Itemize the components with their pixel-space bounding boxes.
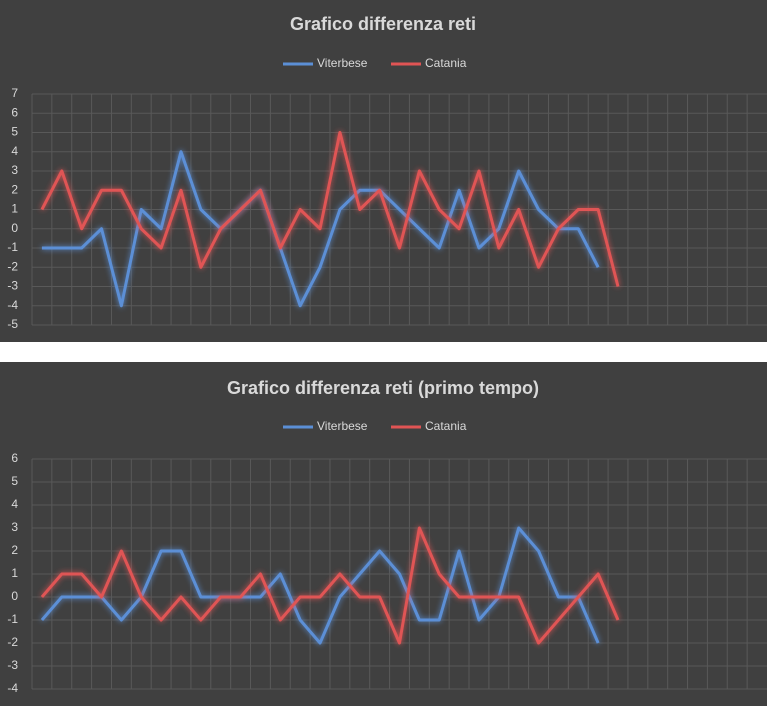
legend-label: Catania <box>425 56 467 70</box>
series-line <box>41 150 600 308</box>
series-line <box>40 131 620 287</box>
series-line <box>40 526 600 645</box>
y-tick-label: 3 <box>11 163 18 177</box>
y-tick-label: 6 <box>11 451 18 465</box>
y-tick-label: -4 <box>7 681 18 695</box>
series-line <box>40 526 620 645</box>
y-tick-label: -3 <box>7 279 18 293</box>
y-tick-label: -4 <box>7 298 18 312</box>
y-tick-label: 5 <box>11 474 18 488</box>
y-tick-label: 7 <box>11 86 18 100</box>
y-tick-label: 6 <box>11 105 18 119</box>
legend-label: Viterbese <box>317 419 368 433</box>
y-tick-label: 1 <box>11 202 18 216</box>
y-tick-label: -2 <box>7 635 18 649</box>
y-tick-label: 0 <box>11 589 18 603</box>
chart-title: Grafico differenza reti (primo tempo) <box>227 378 539 398</box>
y-tick-label: 4 <box>11 144 18 158</box>
y-tick-label: -2 <box>7 259 18 273</box>
y-tick-label: -1 <box>7 240 18 254</box>
chart-title: Grafico differenza reti <box>290 14 476 34</box>
y-tick-label: 3 <box>11 520 18 534</box>
y-tick-label: 2 <box>11 543 18 557</box>
y-tick-label: -5 <box>7 317 18 331</box>
y-tick-label: 0 <box>11 221 18 235</box>
panel-background <box>0 362 767 706</box>
y-tick-label: 4 <box>11 497 18 511</box>
y-tick-label: 5 <box>11 125 18 139</box>
legend-label: Viterbese <box>317 56 368 70</box>
y-tick-label: 2 <box>11 182 18 196</box>
y-tick-label: -3 <box>7 658 18 672</box>
legend-label: Catania <box>425 419 467 433</box>
y-tick-label: -1 <box>7 612 18 626</box>
y-tick-label: 1 <box>11 566 18 580</box>
